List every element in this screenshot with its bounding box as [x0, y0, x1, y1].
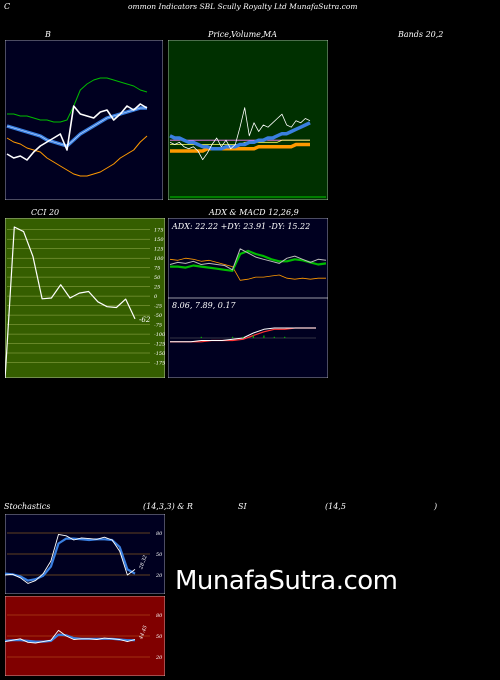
adx-minus-di-line	[169, 257, 326, 281]
adx-panel	[168, 218, 328, 298]
rsi-close-paren: )	[434, 502, 438, 511]
bb-label: B	[45, 30, 51, 39]
ma-long-line	[170, 142, 310, 153]
price-panel	[168, 40, 328, 200]
cci-tick-label: 25	[153, 284, 160, 290]
bollinger-chart	[5, 40, 163, 200]
cci-last-value: -62	[139, 316, 151, 324]
cci-tick-label: 50	[154, 275, 161, 281]
ma-label: MA	[263, 30, 277, 39]
title-initial: C	[4, 2, 11, 11]
stoch-tick-label: 20	[155, 573, 163, 579]
ma-short-line	[169, 121, 311, 151]
rsi-chart: 80 50 20 44.45	[5, 596, 165, 676]
cci-tick-label: -150	[154, 351, 165, 357]
macd-values: 8.06, 7.89, 0.17	[172, 301, 236, 310]
cci-tick-label: -75	[154, 322, 162, 328]
adx-chart	[168, 218, 328, 298]
cci-tick-label: -25	[154, 303, 162, 309]
cci-panel: 175 150 125 100 75 50 25 0 -25 -50 -75 -100 -125 -150…	[5, 218, 165, 378]
bb-upper-band	[7, 77, 148, 123]
cci-tick-label: 125	[154, 247, 164, 253]
cci-chart: 175 150 125 100 75 50 25 0 -25 -50 -75 -100 -125 -150…	[5, 218, 165, 378]
macd-chart	[168, 298, 328, 378]
adx-line	[169, 248, 327, 271]
cci-tick-label: 75	[154, 265, 160, 271]
rsi-main-line	[5, 629, 136, 644]
rsi-last-value: 44.45	[138, 625, 149, 641]
adx-values: ADX: 22.22 +DY: 23.91 -DY: 15.22	[172, 222, 311, 231]
cci-line	[5, 226, 136, 378]
price-label: Price,	[208, 30, 232, 39]
bollinger-panel	[5, 40, 163, 200]
stochastics-chart: 80 50 20 28.32	[5, 514, 165, 594]
price-ma-chart	[168, 40, 328, 200]
cci-tick-label: 100	[154, 256, 164, 262]
volume-label: Volume,	[231, 30, 264, 39]
cci-tick-label: -50	[154, 313, 163, 319]
page-title: ommon Indicators SBL Scully Royalty Ltd …	[128, 2, 358, 11]
stoch-label: Stochastics	[4, 502, 51, 511]
macd-panel	[168, 298, 328, 378]
bb-price-line	[6, 103, 148, 161]
stoch-params: (14,3,3) & R	[143, 502, 193, 511]
cci-label: CCI 20	[31, 208, 60, 217]
cci-tick-label: -100	[154, 332, 165, 338]
stoch-panel: 80 50 20 28.32	[5, 514, 165, 594]
watermark: MunafaSutra.com	[175, 566, 398, 596]
cci-tick-label: -175	[154, 360, 165, 366]
stoch-tick-label: 80	[156, 531, 163, 537]
adx-macd-label: ADX & MACD 12,26,9	[209, 208, 299, 217]
rsi-params: (14,5	[325, 502, 346, 511]
price-line	[169, 107, 311, 161]
cci-tick-label: 175	[154, 228, 164, 234]
stoch-main-line	[5, 533, 136, 584]
rsi-tick-label: 50	[156, 634, 163, 640]
rsi-tick-label: 20	[155, 655, 163, 661]
bands-label: Bands 20,2	[398, 30, 444, 39]
rsi-panel: 80 50 20 44.45	[5, 596, 165, 676]
stoch-last-value: 28.32	[138, 555, 149, 571]
rsi-label: SI	[238, 502, 247, 511]
bb-middle-highlight	[6, 107, 147, 147]
stoch-tick-label: 50	[156, 552, 163, 558]
cci-tick-label: 150	[154, 237, 164, 243]
cci-tick-label: -125	[154, 341, 165, 347]
bb-lower-band	[6, 135, 148, 177]
cci-tick-label: 0	[154, 294, 158, 300]
adx-plus-di-line	[170, 249, 327, 272]
rsi-tick-label: 80	[156, 613, 163, 619]
